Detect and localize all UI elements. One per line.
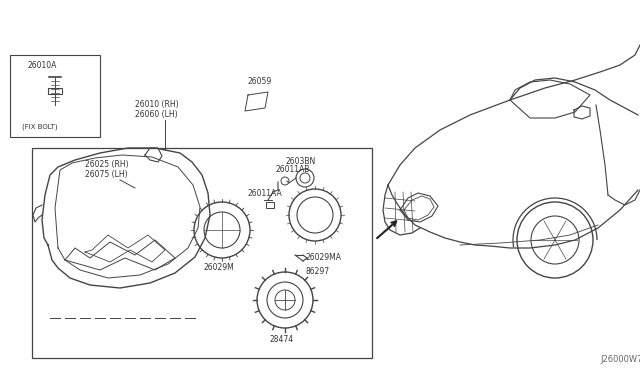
Text: 26011AA: 26011AA — [248, 189, 283, 198]
Text: 26025 (RH): 26025 (RH) — [85, 160, 129, 170]
Circle shape — [296, 169, 314, 187]
Circle shape — [204, 212, 240, 248]
Bar — [266, 202, 274, 208]
Text: 2603BN: 2603BN — [285, 157, 316, 166]
Circle shape — [257, 272, 313, 328]
Circle shape — [300, 173, 310, 183]
Bar — [32, 148, 372, 358]
Text: 26029MA: 26029MA — [305, 253, 341, 263]
Text: 26029M: 26029M — [204, 263, 235, 273]
Text: 26010 (RH): 26010 (RH) — [135, 100, 179, 109]
Circle shape — [281, 177, 289, 185]
Circle shape — [267, 282, 303, 318]
Text: 26011AB: 26011AB — [275, 166, 309, 174]
Text: 26060 (LH): 26060 (LH) — [135, 110, 178, 119]
Text: 26010A: 26010A — [28, 61, 58, 70]
Bar — [10, 55, 100, 137]
Text: J26000W7: J26000W7 — [600, 356, 640, 365]
Text: 26059: 26059 — [248, 77, 272, 87]
Circle shape — [289, 189, 341, 241]
Text: 26075 (LH): 26075 (LH) — [85, 170, 127, 180]
Circle shape — [194, 202, 250, 258]
Text: (FIX BOLT): (FIX BOLT) — [22, 124, 58, 130]
Circle shape — [297, 197, 333, 233]
Circle shape — [531, 216, 579, 264]
Text: 28474: 28474 — [270, 336, 294, 344]
Circle shape — [275, 290, 295, 310]
Bar — [48, 88, 62, 94]
Text: 86297: 86297 — [305, 267, 329, 276]
Circle shape — [517, 202, 593, 278]
